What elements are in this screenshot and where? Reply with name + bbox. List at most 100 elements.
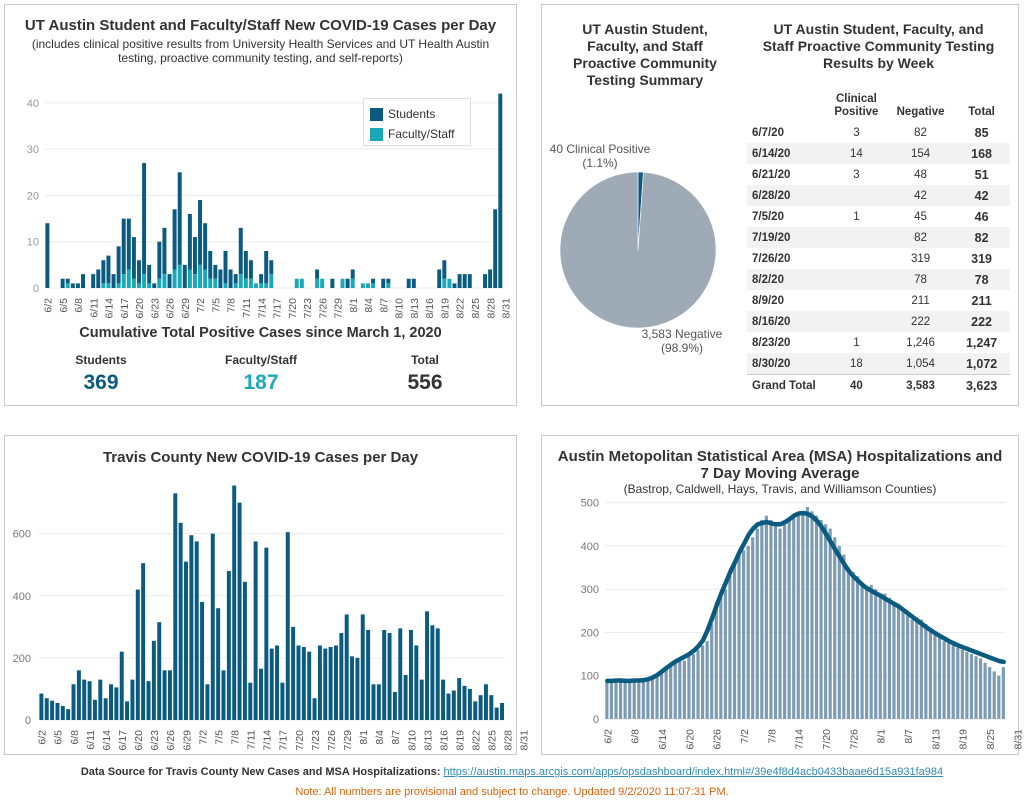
students-bar	[121, 218, 126, 275]
x-tick-label: 6/20	[134, 298, 146, 319]
data-source-label: Data Source for Travis County New Cases …	[80, 766, 441, 778]
students-bar	[81, 274, 85, 288]
hospitalization-bar	[618, 680, 623, 719]
hospitalization-bar	[719, 593, 723, 719]
x-tick-label: 8/16	[438, 730, 450, 751]
clinical-positive-cell: 3	[853, 126, 860, 139]
faculty-bar	[208, 278, 213, 288]
hospitalization-bar	[910, 619, 914, 719]
week-date: 8/30/20	[747, 353, 825, 375]
clinical-positive-cell: 14	[824, 143, 888, 164]
negative-cell: 78	[887, 269, 954, 290]
ut-cases-panel: UT Austin Student and Faculty/Staff New …	[4, 4, 517, 406]
travis-cases-bar	[178, 522, 183, 720]
x-tick-label: 6/14	[101, 730, 113, 751]
travis-cases-bar	[232, 485, 237, 720]
x-tick-label: 7/23	[302, 298, 314, 319]
negative-cell: 82	[887, 227, 954, 248]
students-bar	[147, 264, 152, 284]
travis-cases-bar	[76, 670, 81, 720]
faculty-bar	[264, 283, 269, 288]
x-tick-label: 8/7	[390, 730, 402, 745]
travis-cases-bar	[92, 699, 97, 720]
x-tick-label: 6/23	[149, 730, 161, 751]
negative-cell: 3,583	[887, 374, 954, 396]
pie-label-negative: 3,583 Negative	[642, 327, 723, 341]
travis-cases-chart: 0 200 400 600 6/2 6/5 6/8 6/11 6/14 6/17 6/20 6/23 6…	[13, 485, 531, 751]
students-bar	[483, 274, 488, 288]
clinical-positive-cell	[825, 290, 888, 311]
week-date: 6/14/20	[747, 143, 825, 164]
students-bar	[91, 274, 96, 288]
negative-cell: 42	[887, 185, 954, 206]
hospitalization-bar	[988, 667, 992, 719]
x-tick-label: 6/8	[73, 298, 85, 313]
hospitalization-bar	[892, 602, 896, 719]
faculty-bar	[162, 274, 167, 288]
students-bar	[233, 274, 238, 284]
travis-cases-bar	[146, 681, 151, 720]
travis-cases-bar	[339, 633, 344, 720]
students-bar	[386, 278, 391, 284]
hospitalization-bar	[901, 610, 905, 719]
x-tick-label: 7/11	[246, 730, 258, 750]
legend-faculty-label: Faculty/Staff	[388, 127, 455, 141]
x-tick-label: 7/11	[241, 298, 253, 318]
header-clinical-positive: Clinical Positive	[834, 93, 879, 118]
x-tick-label: 6/5	[53, 730, 65, 745]
x-tick-label: 8/13	[409, 298, 421, 319]
x-tick-label: 6/11	[88, 298, 100, 318]
students-bar	[75, 283, 80, 288]
travis-cases-bar	[66, 709, 71, 720]
pie-label-positive: 40 Clinical Positive	[550, 142, 651, 156]
pie-label-positive-pct: (1.1%)	[582, 156, 617, 170]
students-bar	[213, 264, 218, 279]
students-bar	[238, 227, 243, 275]
travis-cases-bar	[376, 684, 381, 720]
travis-cases-bar	[457, 678, 462, 720]
data-source-link[interactable]: https://austin.maps.arcgis.com/apps/opsd…	[443, 766, 944, 778]
travis-cases-bar	[119, 651, 124, 720]
week-date: 6/7/20	[752, 126, 784, 139]
travis-cases-bar	[425, 611, 430, 720]
pie-slice-negative	[559, 171, 717, 329]
x-tick-label: 8/25	[487, 730, 499, 751]
ut-cases-subtitle-2: testing, proactive community testing, an…	[118, 51, 403, 65]
students-bar	[126, 218, 131, 270]
students-bar	[70, 283, 75, 288]
hospitalization-bar	[714, 602, 718, 719]
x-tick-label: 7/26	[317, 298, 329, 319]
testing-panel: UT Austin Student, Faculty, and Staff Pr…	[541, 4, 1019, 406]
students-bar	[493, 209, 498, 288]
faculty-bar	[203, 269, 208, 288]
travis-cases-bar	[130, 679, 135, 720]
x-tick-label: 7/20	[287, 298, 299, 319]
hospitalization-bar	[846, 567, 851, 719]
negative-cell: 1,246	[906, 336, 935, 349]
hospitalization-bar	[810, 511, 814, 719]
students-bar	[330, 278, 335, 288]
x-tick-label: 7/26	[848, 729, 860, 750]
faculty-bar	[223, 283, 228, 288]
travis-cases-bar	[109, 684, 113, 720]
total-cell: 3,623	[953, 374, 1010, 396]
travis-cases-bar	[205, 684, 210, 720]
x-tick-label: 7/5	[213, 730, 225, 745]
travis-cases-bar	[114, 687, 119, 720]
negative-cell: 154	[887, 143, 954, 164]
hospitalization-bar	[896, 606, 901, 719]
x-tick-label: 6/5	[58, 298, 70, 313]
table-title-line-1: UT Austin Student, Faculty, and	[773, 21, 984, 37]
hospitalization-bar	[764, 515, 768, 719]
hospitalization-bar	[919, 619, 923, 719]
hospitalization-bar	[956, 647, 960, 719]
hospitalization-bar	[687, 656, 691, 719]
students-bar	[350, 269, 355, 279]
students-bar	[371, 278, 376, 284]
x-tick-label: 7/29	[342, 730, 354, 751]
travis-cases-bar	[483, 684, 488, 720]
total-cell: 1,072	[953, 353, 1010, 375]
travis-cases-bar	[87, 681, 92, 720]
x-tick-label: 7/14	[262, 730, 274, 751]
travis-cases-bar	[210, 533, 215, 720]
